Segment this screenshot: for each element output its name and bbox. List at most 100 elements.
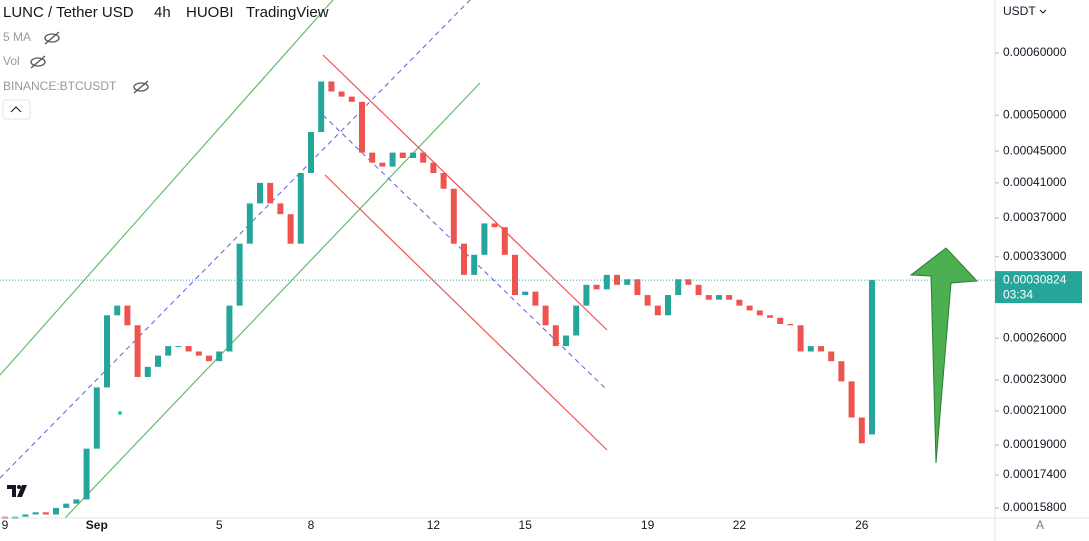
y-tick-label: 0.00017400: [1003, 467, 1067, 481]
plot: [0, 81, 995, 519]
candle-body: [624, 279, 631, 285]
channel-mid: [0, 0, 471, 479]
x-tick-label: 12: [427, 518, 441, 532]
candle-body: [369, 152, 376, 163]
candle-body: [726, 295, 733, 300]
channel-line: [64, 82, 481, 519]
source: TradingView: [246, 4, 329, 21]
candle-body: [512, 254, 518, 296]
candle-body: [42, 512, 49, 515]
candle-body: [389, 152, 396, 167]
candle-body: [869, 280, 875, 435]
y-tick-label: 0.00021000: [1003, 403, 1067, 417]
candle-body: [471, 254, 478, 275]
y-tick-label: 0.00015800: [1003, 500, 1067, 514]
candle-body: [73, 499, 80, 504]
indicator[interactable]: 5 MA: [3, 30, 31, 44]
candle-body: [399, 152, 406, 158]
candle-body: [665, 295, 671, 316]
y-tick-label: 0.00026000: [1003, 330, 1067, 344]
candle-body: [297, 173, 304, 244]
candle-body: [22, 514, 29, 517]
candle-body: [410, 152, 416, 158]
tv-logo: [4, 480, 32, 502]
marker-dot: [118, 411, 122, 415]
candle-body: [818, 346, 824, 352]
candle-body: [491, 223, 498, 228]
candle-body: [705, 295, 712, 300]
candle-body: [563, 335, 569, 347]
currency[interactable]: USDT: [1003, 4, 1036, 18]
scale-mode[interactable]: A: [1036, 518, 1044, 532]
candle-body: [185, 346, 192, 352]
candle-body: [195, 351, 202, 356]
candle-body: [124, 305, 131, 326]
candle-body: [522, 291, 529, 296]
collapse-button[interactable]: [2, 99, 31, 120]
channel-line: [0, 0, 334, 376]
candle-body: [144, 366, 151, 377]
x-tick-label: Sep: [86, 518, 108, 532]
candle-body: [593, 284, 600, 290]
candle-body: [501, 227, 508, 255]
x-tick-label: 22: [733, 518, 747, 532]
up-arrow: [909, 247, 979, 464]
candle-body: [675, 279, 682, 296]
candle-body: [450, 188, 457, 244]
candle-body: [828, 351, 835, 362]
candle-body: [807, 346, 814, 352]
candle-body: [277, 203, 284, 215]
candle-body: [420, 152, 427, 163]
candle-body: [287, 214, 294, 244]
candle-body: [777, 317, 784, 324]
candle-body: [226, 305, 233, 352]
candle-body: [603, 274, 610, 290]
candle-body: [359, 101, 365, 153]
candle-body: [542, 305, 549, 326]
price-box: [995, 271, 1082, 304]
y-tick-label: 0.00033000: [1003, 249, 1067, 263]
y-tick-label: 0.00023000: [1003, 372, 1067, 386]
candle-body: [134, 325, 141, 377]
y-tick-label: 0.00045000: [1003, 143, 1067, 157]
x-tick-label: 5: [216, 518, 223, 532]
candle-body: [614, 274, 620, 285]
candle-body: [246, 203, 253, 244]
indicator[interactable]: BINANCE:BTCUSDT: [3, 79, 117, 93]
candle-body: [308, 131, 314, 174]
drawings: [0, 0, 979, 519]
candle-body: [573, 305, 580, 336]
currency-caret: [1039, 9, 1047, 14]
candle-body: [93, 387, 100, 449]
channel-line: [324, 174, 608, 451]
price-label: 0.00030824: [1003, 272, 1067, 286]
channel-line: [322, 54, 608, 331]
y-tick-label: 0.00050000: [1003, 107, 1067, 121]
y-tick-label: 0.00037000: [1003, 210, 1067, 224]
candle-body: [257, 182, 263, 204]
candle-body: [746, 305, 753, 311]
candle-body: [32, 512, 39, 515]
interval: 4h: [154, 4, 171, 21]
candle-body: [175, 346, 182, 348]
candle-body: [532, 291, 539, 306]
candle-body: [379, 162, 386, 167]
x-tick-label: 19: [641, 518, 655, 532]
candle-body: [267, 182, 274, 204]
x-tick-label: 26: [855, 518, 869, 532]
y-tick-label: 0.00019000: [1003, 437, 1067, 451]
candle-body: [216, 351, 223, 362]
candle-body: [716, 295, 722, 300]
y-tick-label: 0.00060000: [1003, 45, 1067, 59]
collapse-icon: [10, 106, 22, 113]
exchange: HUOBI: [186, 4, 234, 21]
y-tick-label: 0.00041000: [1003, 175, 1067, 189]
indicator[interactable]: Vol: [3, 54, 20, 68]
candle-body: [787, 323, 794, 326]
candle-body: [348, 96, 355, 102]
candle-body: [736, 299, 743, 306]
candle-body: [328, 81, 335, 92]
x-tick-label: 15: [519, 518, 533, 532]
symbol: LUNC / Tether USD: [3, 4, 134, 21]
